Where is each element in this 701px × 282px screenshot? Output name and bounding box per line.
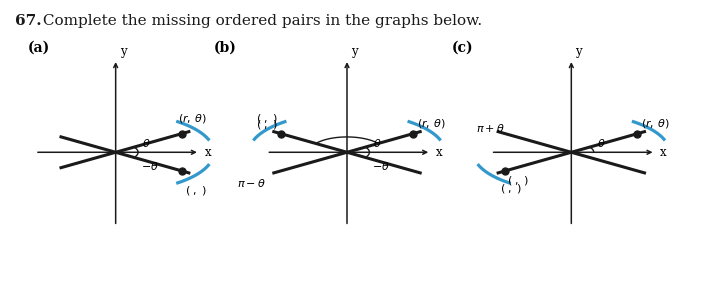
Text: $-\theta$: $-\theta$ — [372, 160, 390, 172]
Text: $\theta$: $\theta$ — [373, 137, 381, 149]
Text: $(r,\,\theta)$: $(r,\,\theta)$ — [641, 117, 669, 130]
Text: $-\theta$: $-\theta$ — [141, 160, 159, 172]
Text: 67.: 67. — [15, 14, 42, 28]
Text: $(r,\,\theta)$: $(r,\,\theta)$ — [416, 117, 445, 130]
Text: $\pi-\theta$: $\pi-\theta$ — [237, 177, 266, 189]
Text: (c): (c) — [452, 41, 474, 55]
Text: y: y — [120, 45, 126, 58]
Text: x: x — [660, 146, 667, 159]
Text: $\theta$: $\theta$ — [142, 137, 151, 149]
Text: $(\;,\;)$: $(\;,\;)$ — [500, 182, 521, 195]
Text: x: x — [436, 146, 442, 159]
Text: $(\;,\;)$: $(\;,\;)$ — [185, 184, 207, 197]
Text: (b): (b) — [214, 41, 237, 55]
Text: Complete the missing ordered pairs in the graphs below.: Complete the missing ordered pairs in th… — [38, 14, 482, 28]
Text: $\pi+\theta$: $\pi+\theta$ — [477, 122, 505, 134]
Text: $(\;,\;)$: $(\;,\;)$ — [256, 112, 278, 125]
Text: $\theta$: $\theta$ — [597, 137, 606, 149]
Text: $(r,\,\theta)$: $(r,\,\theta)$ — [178, 112, 207, 125]
Text: y: y — [576, 45, 582, 58]
Text: $(\;,\;)$: $(\;,\;)$ — [507, 174, 528, 187]
Text: x: x — [205, 146, 211, 159]
Text: $(\;,\;)$: $(\;,\;)$ — [256, 118, 278, 131]
Text: y: y — [351, 45, 358, 58]
Text: (a): (a) — [28, 41, 50, 55]
